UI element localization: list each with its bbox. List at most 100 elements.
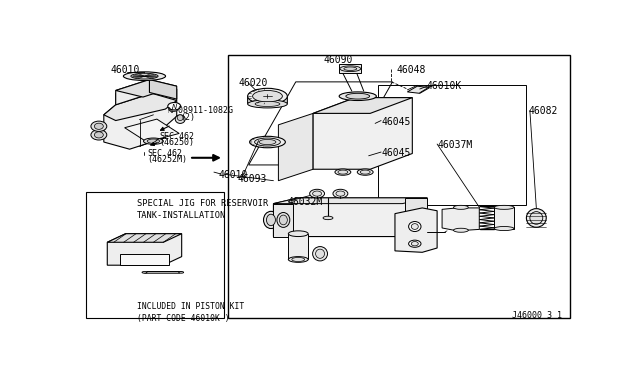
- Polygon shape: [248, 96, 287, 107]
- Text: 46093: 46093: [237, 174, 267, 184]
- Ellipse shape: [248, 100, 287, 108]
- Polygon shape: [494, 207, 514, 228]
- Ellipse shape: [264, 211, 278, 228]
- Ellipse shape: [312, 191, 321, 196]
- Text: (46250): (46250): [159, 138, 195, 147]
- Ellipse shape: [280, 215, 287, 225]
- Polygon shape: [313, 97, 412, 169]
- Ellipse shape: [94, 123, 103, 129]
- Text: 46082: 46082: [529, 106, 558, 116]
- Ellipse shape: [248, 88, 287, 104]
- Ellipse shape: [292, 257, 305, 262]
- Ellipse shape: [408, 221, 421, 231]
- Ellipse shape: [94, 132, 103, 138]
- Text: SPECIAL JIG FOR RESERVOIR
TANK-INSTALLATION: SPECIAL JIG FOR RESERVOIR TANK-INSTALLAT…: [137, 199, 268, 220]
- Polygon shape: [405, 198, 428, 237]
- Text: 46020: 46020: [239, 78, 268, 88]
- Text: 46090: 46090: [323, 55, 353, 65]
- Polygon shape: [116, 80, 150, 105]
- Polygon shape: [145, 272, 182, 273]
- Text: SEC.462: SEC.462: [159, 132, 195, 141]
- Polygon shape: [125, 119, 179, 142]
- Ellipse shape: [454, 228, 468, 232]
- Text: 46048: 46048: [396, 65, 426, 76]
- Ellipse shape: [179, 272, 184, 273]
- Ellipse shape: [169, 108, 178, 111]
- Bar: [378, 85, 526, 205]
- Ellipse shape: [131, 73, 158, 79]
- Text: (2): (2): [180, 113, 195, 122]
- Ellipse shape: [255, 138, 280, 146]
- Polygon shape: [273, 198, 428, 237]
- Ellipse shape: [526, 209, 546, 227]
- Ellipse shape: [412, 241, 419, 246]
- Text: J46000 3 1: J46000 3 1: [511, 311, 561, 320]
- Polygon shape: [120, 254, 169, 265]
- Ellipse shape: [316, 249, 324, 258]
- Text: 46032M: 46032M: [287, 197, 323, 207]
- Ellipse shape: [338, 170, 348, 174]
- Ellipse shape: [147, 139, 159, 143]
- Polygon shape: [116, 80, 177, 97]
- Polygon shape: [288, 234, 308, 260]
- Ellipse shape: [360, 170, 370, 174]
- Ellipse shape: [340, 66, 361, 71]
- Ellipse shape: [530, 212, 543, 224]
- Ellipse shape: [310, 189, 324, 198]
- Circle shape: [168, 103, 180, 110]
- Ellipse shape: [259, 140, 276, 145]
- Polygon shape: [108, 234, 182, 265]
- Ellipse shape: [288, 231, 308, 237]
- Ellipse shape: [494, 205, 514, 209]
- Ellipse shape: [142, 272, 147, 273]
- Ellipse shape: [175, 115, 185, 124]
- Ellipse shape: [124, 72, 166, 80]
- Ellipse shape: [494, 227, 514, 231]
- Ellipse shape: [339, 92, 376, 100]
- Ellipse shape: [266, 214, 275, 226]
- Ellipse shape: [312, 247, 328, 261]
- Bar: [228, 55, 570, 318]
- Polygon shape: [278, 113, 313, 181]
- Polygon shape: [313, 97, 412, 113]
- Ellipse shape: [277, 212, 290, 227]
- Bar: [86, 192, 224, 318]
- Ellipse shape: [346, 93, 370, 99]
- Text: (46252M): (46252M): [147, 155, 187, 164]
- Ellipse shape: [454, 205, 468, 209]
- Ellipse shape: [288, 257, 308, 262]
- Bar: [339, 64, 361, 73]
- Ellipse shape: [333, 189, 348, 198]
- Ellipse shape: [412, 224, 419, 230]
- Polygon shape: [108, 234, 182, 242]
- Text: SEC.462: SEC.462: [147, 149, 182, 158]
- Ellipse shape: [408, 240, 421, 247]
- Text: N: N: [172, 103, 177, 109]
- Ellipse shape: [177, 115, 183, 121]
- Ellipse shape: [336, 191, 345, 196]
- Polygon shape: [104, 82, 177, 149]
- Text: 46045: 46045: [381, 117, 410, 127]
- Ellipse shape: [91, 130, 107, 140]
- Text: 46045: 46045: [381, 148, 410, 158]
- Text: 46037M: 46037M: [437, 140, 472, 150]
- Polygon shape: [442, 208, 479, 231]
- Text: 46010K: 46010K: [426, 81, 461, 91]
- Polygon shape: [408, 86, 429, 93]
- Ellipse shape: [335, 169, 351, 175]
- Ellipse shape: [250, 136, 285, 148]
- Polygon shape: [150, 80, 177, 99]
- Ellipse shape: [91, 121, 107, 131]
- Text: 46010: 46010: [111, 65, 140, 76]
- Ellipse shape: [255, 101, 280, 106]
- Polygon shape: [273, 203, 293, 237]
- Ellipse shape: [357, 169, 373, 175]
- Polygon shape: [273, 198, 428, 203]
- Ellipse shape: [253, 90, 282, 102]
- Polygon shape: [104, 93, 177, 121]
- Ellipse shape: [344, 67, 356, 70]
- Ellipse shape: [323, 216, 333, 219]
- Ellipse shape: [143, 138, 163, 144]
- Text: ℕ 08911-1082G: ℕ 08911-1082G: [168, 106, 234, 115]
- Text: INCLUDED IN PISTON KIT
(PART CODE 46010K ): INCLUDED IN PISTON KIT (PART CODE 46010K…: [137, 302, 244, 323]
